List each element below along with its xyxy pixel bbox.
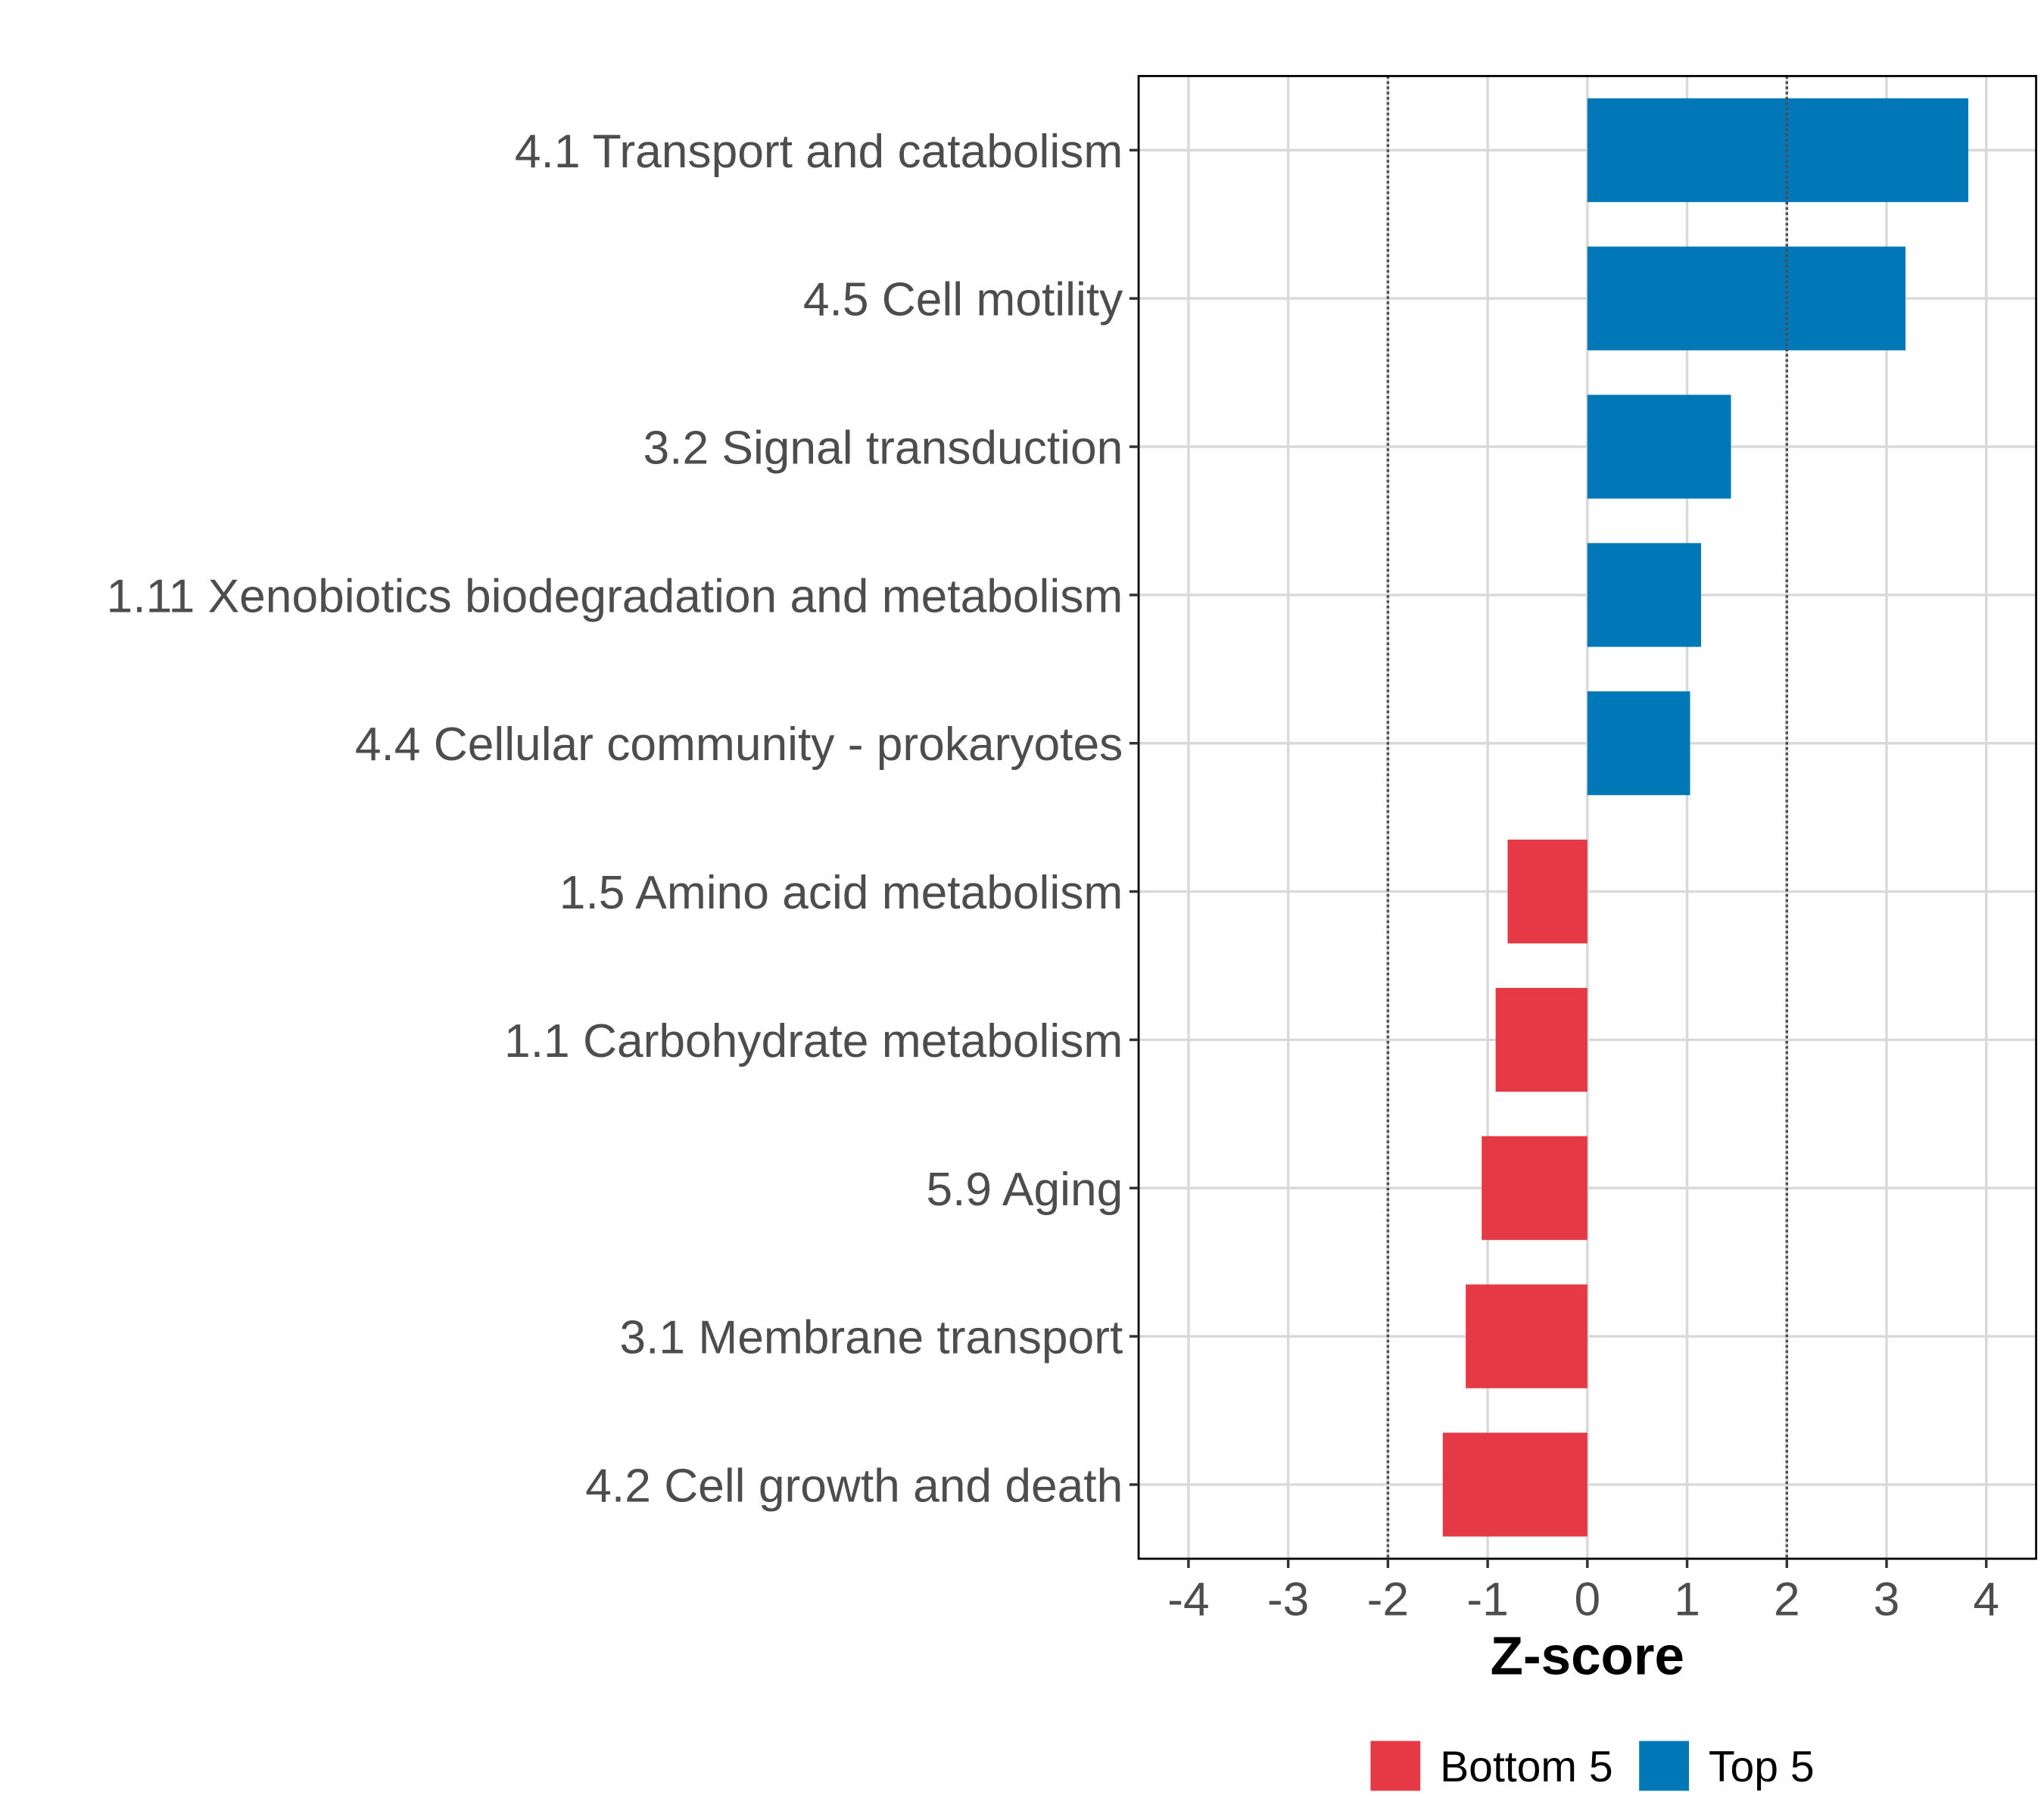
x-tick-label: 0 <box>1575 1573 1601 1625</box>
bar <box>1587 691 1690 796</box>
y-tick-label: 4.5 Cell motility <box>803 274 1123 326</box>
y-tick-label: 3.2 Signal transduction <box>643 422 1123 475</box>
y-tick-label: 1.1 Carbohydrate metabolism <box>504 1015 1123 1067</box>
bar <box>1587 543 1701 647</box>
bar <box>1587 394 1731 499</box>
reference-lines <box>1386 76 1789 1559</box>
bar <box>1587 246 1906 351</box>
legend: Bottom 5 Top 5 <box>1370 1741 1815 1791</box>
x-tick-label: 2 <box>1774 1573 1800 1625</box>
legend-label-top-5: Top 5 <box>1709 1743 1815 1791</box>
x-tick-label: -2 <box>1367 1573 1409 1625</box>
x-axis-title: Z-score <box>1491 1626 1684 1686</box>
bars-layer <box>1442 98 1969 1537</box>
x-tick-label: 1 <box>1674 1573 1700 1625</box>
bar <box>1495 987 1588 1092</box>
bar <box>1507 840 1588 944</box>
x-axis: -4 -3 -2 -1 0 1 2 3 4 <box>1167 1558 1999 1625</box>
x-tick-label: -3 <box>1267 1573 1309 1625</box>
bar <box>1466 1284 1588 1388</box>
y-tick-label: 5.9 Aging <box>926 1164 1123 1216</box>
x-tick-label: -4 <box>1167 1573 1209 1625</box>
y-tick-label: 3.1 Membrane transport <box>619 1312 1123 1364</box>
legend-label-bottom-5: Bottom 5 <box>1440 1743 1613 1791</box>
y-tick-label: 1.5 Amino acid metabolism <box>559 867 1123 919</box>
legend-swatch-bottom-5 <box>1370 1741 1421 1791</box>
y-axis: 4.1 Transport and catabolism 4.5 Cell mot… <box>107 126 1139 1512</box>
y-tick-label: 1.11 Xenobiotics biodegradation and meta… <box>107 570 1123 622</box>
x-tick-label: -1 <box>1466 1573 1508 1625</box>
y-tick-label: 4.2 Cell growth and death <box>585 1460 1123 1512</box>
x-tick-label: 3 <box>1874 1573 1900 1625</box>
bar <box>1587 98 1969 202</box>
bar <box>1482 1136 1588 1240</box>
x-tick-label: 4 <box>1973 1573 1999 1625</box>
bar <box>1442 1432 1588 1537</box>
y-tick-label: 4.4 Cellular community - prokaryotes <box>355 718 1123 771</box>
legend-swatch-top-5 <box>1639 1741 1689 1791</box>
y-tick-label: 4.1 Transport and catabolism <box>515 126 1123 178</box>
